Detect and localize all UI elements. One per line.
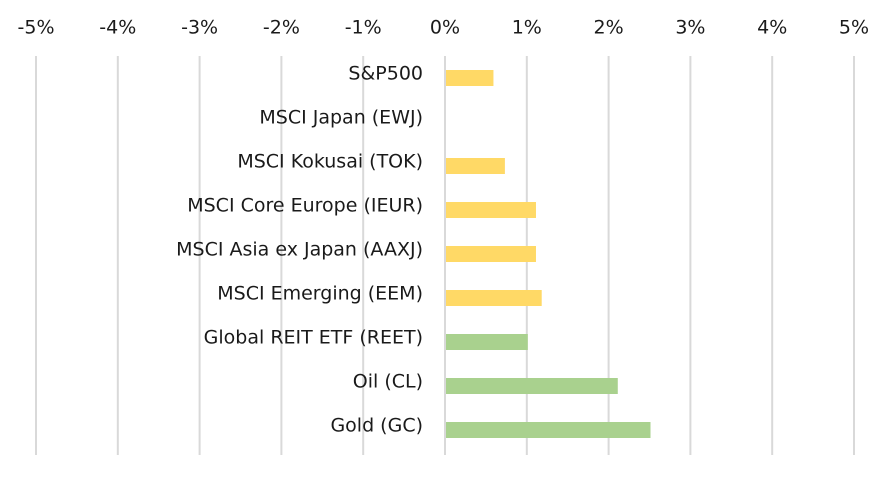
bar-4 [446, 246, 536, 262]
bar-0 [446, 70, 494, 86]
x-tick-label: -3% [181, 17, 218, 39]
category-label: Gold (GC) [330, 415, 423, 437]
x-tick-label: 5% [839, 17, 869, 39]
bar-8 [446, 422, 651, 438]
category-label: MSCI Japan (EWJ) [259, 107, 423, 129]
category-label: Oil (CL) [353, 371, 423, 393]
bars [446, 70, 651, 438]
x-axis-tick-labels: -5% -4% -3% -2% -1% 0% 1% 2% 3% 4% 5% [18, 17, 870, 39]
bar-5 [446, 290, 542, 306]
category-labels: S&P500 MSCI Japan (EWJ) MSCI Kokusai (TOK)… [176, 63, 423, 437]
x-tick-label: 3% [675, 17, 705, 39]
category-label: S&P500 [348, 63, 423, 85]
x-tick-label: -2% [263, 17, 300, 39]
category-label: MSCI Core Europe (IEUR) [187, 195, 423, 217]
x-tick-label: -1% [345, 17, 382, 39]
category-label: MSCI Kokusai (TOK) [237, 151, 423, 173]
x-tick-label: 1% [512, 17, 542, 39]
category-label: MSCI Asia ex Japan (AAXJ) [176, 239, 423, 261]
x-tick-label: -4% [99, 17, 136, 39]
bar-3 [446, 202, 536, 218]
bar-2 [446, 158, 505, 174]
bar-6 [446, 334, 528, 350]
bar-7 [446, 378, 618, 394]
x-tick-label: 4% [757, 17, 787, 39]
x-tick-label: 2% [594, 17, 624, 39]
x-tick-label: -5% [18, 17, 55, 39]
category-label: Global REIT ETF (REET) [204, 327, 423, 349]
gridlines [35, 56, 855, 455]
x-tick-label: 0% [430, 17, 460, 39]
category-label: MSCI Emerging (EEM) [217, 283, 423, 305]
